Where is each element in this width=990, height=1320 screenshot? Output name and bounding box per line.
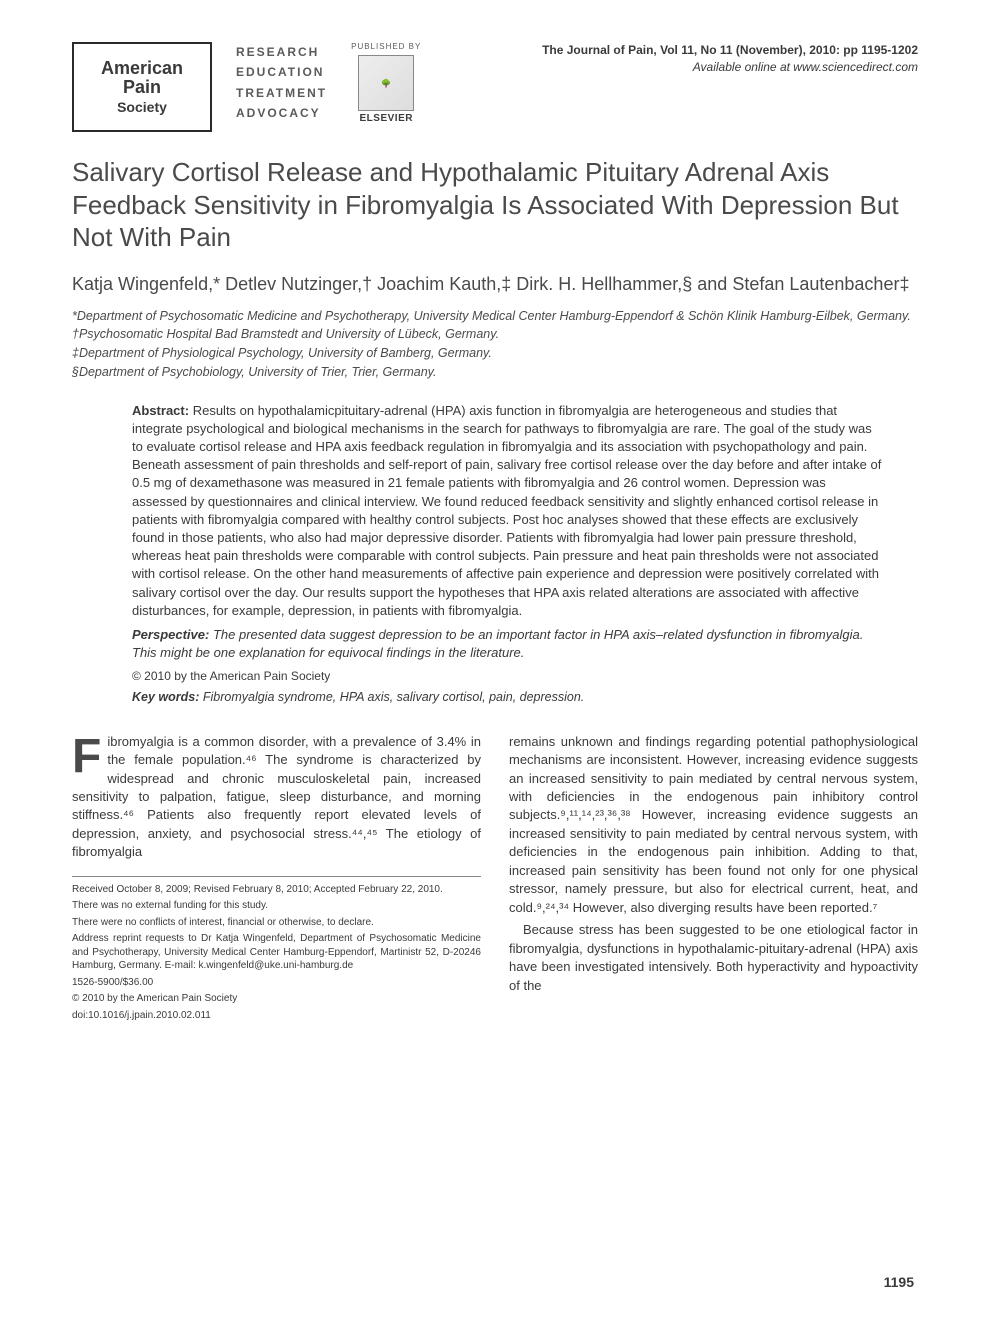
elsevier-tree-icon: 🌳 [358, 55, 414, 111]
affiliation: †Psychosomatic Hospital Bad Bramstedt an… [72, 325, 918, 344]
publisher-block: PUBLISHED BY 🌳 ELSEVIER [351, 42, 421, 124]
abstract-body: Abstract: Results on hypothalamicpituita… [132, 402, 882, 620]
abstract: Abstract: Results on hypothalamicpituita… [132, 402, 882, 707]
tagline-item: RESEARCH [236, 42, 327, 62]
society-logo: American Pain Society [72, 42, 212, 132]
column-left: Fibromyalgia is a common disorder, with … [72, 733, 481, 1026]
article-title: Salivary Cortisol Release and Hypothalam… [72, 156, 918, 254]
logo-line: Pain [123, 78, 161, 98]
intro-paragraph: Fibromyalgia is a common disorder, with … [72, 733, 481, 862]
keywords-text: Fibromyalgia syndrome, HPA axis, salivar… [203, 690, 584, 704]
tagline: RESEARCH EDUCATION TREATMENT ADVOCACY [236, 42, 327, 124]
dropcap: F [72, 733, 107, 778]
tagline-item: TREATMENT [236, 83, 327, 103]
keywords-label: Key words: [132, 690, 199, 704]
logo-line: American [101, 59, 183, 79]
journal-url: Available online at www.sciencedirect.co… [542, 59, 918, 76]
footnote: There were no conflicts of interest, fin… [72, 916, 481, 930]
logo-line: Society [117, 100, 167, 115]
body-columns: Fibromyalgia is a common disorder, with … [72, 733, 918, 1026]
journal-reference: The Journal of Pain, Vol 11, No 11 (Nove… [542, 42, 918, 76]
affiliation: ‡Department of Physiological Psychology,… [72, 344, 918, 363]
footnote: Address reprint requests to Dr Katja Win… [72, 932, 481, 973]
affiliation: *Department of Psychosomatic Medicine an… [72, 307, 918, 326]
keywords: Key words: Fibromyalgia syndrome, HPA ax… [132, 689, 882, 707]
perspective: Perspective: The presented data suggest … [132, 626, 882, 662]
intro-text: ibromyalgia is a common disorder, with a… [72, 734, 481, 860]
page-number: 1195 [884, 1274, 914, 1290]
perspective-label: Perspective: [132, 627, 209, 642]
header: American Pain Society RESEARCH EDUCATION… [72, 42, 918, 132]
footnote: doi:10.1016/j.jpain.2010.02.011 [72, 1009, 481, 1023]
abstract-label: Abstract: [132, 403, 189, 418]
authors: Katja Wingenfeld,* Detlev Nutzinger,† Jo… [72, 272, 918, 297]
footnote: Received October 8, 2009; Revised Februa… [72, 883, 481, 897]
footnote: © 2010 by the American Pain Society [72, 992, 481, 1006]
abstract-copyright: © 2010 by the American Pain Society [132, 668, 882, 685]
affiliation: §Department of Psychobiology, University… [72, 363, 918, 382]
body-paragraph: remains unknown and findings regarding p… [509, 733, 918, 918]
tagline-item: ADVOCACY [236, 103, 327, 123]
footnotes: Received October 8, 2009; Revised Februa… [72, 876, 481, 1023]
footnote: 1526-5900/$36.00 [72, 976, 481, 990]
publisher-label: PUBLISHED BY [351, 42, 421, 51]
perspective-text: The presented data suggest depression to… [132, 627, 863, 660]
journal-citation: The Journal of Pain, Vol 11, No 11 (Nove… [542, 42, 918, 59]
body-paragraph: Because stress has been suggested to be … [509, 921, 918, 995]
column-right: remains unknown and findings regarding p… [509, 733, 918, 1026]
footnote: There was no external funding for this s… [72, 899, 481, 913]
publisher-name: ELSEVIER [360, 113, 413, 124]
tagline-item: EDUCATION [236, 62, 327, 82]
affiliations: *Department of Psychosomatic Medicine an… [72, 307, 918, 382]
abstract-text: Results on hypothalamicpituitary-adrenal… [132, 403, 881, 618]
